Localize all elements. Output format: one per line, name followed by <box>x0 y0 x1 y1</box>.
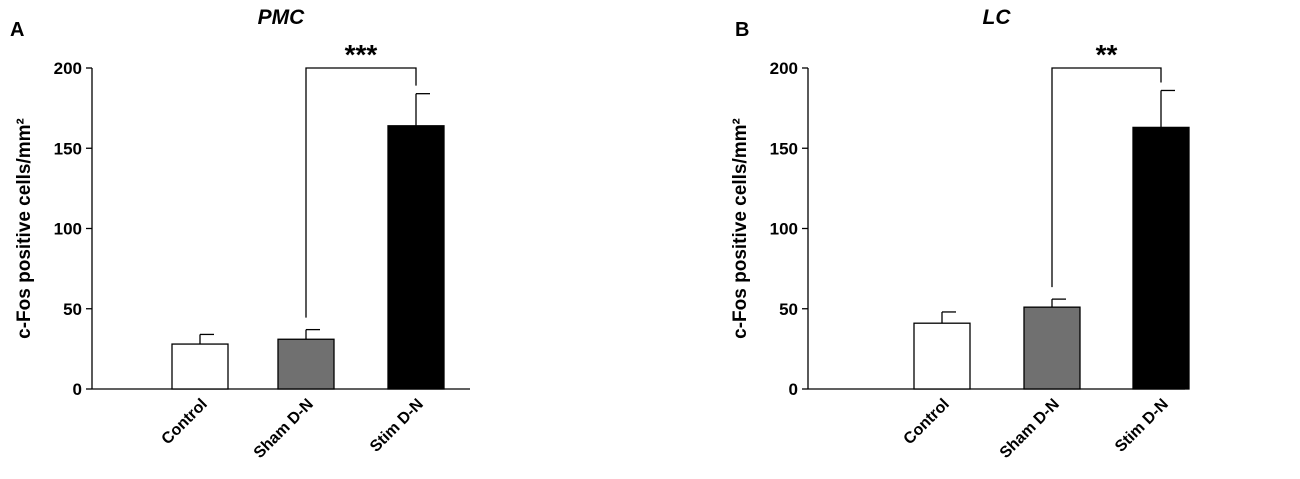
y-tick-label: 200 <box>770 59 798 78</box>
x-tick-label: Sham D-N <box>251 396 317 462</box>
y-tick-label: 0 <box>73 380 82 399</box>
x-tick-label: Stim D-N <box>1112 396 1172 456</box>
x-tick-label: Control <box>901 396 953 448</box>
significance-bracket <box>305 67 417 318</box>
x-tick-label: Sham D-N <box>997 396 1063 462</box>
y-tick-label: 100 <box>770 220 798 239</box>
significance-bracket <box>1051 67 1162 288</box>
chart-title: LC <box>983 6 1012 29</box>
chart-title: PMC <box>258 6 306 29</box>
panel-label: B <box>735 19 749 41</box>
bar <box>1132 126 1190 390</box>
y-tick-label: 50 <box>63 300 82 319</box>
y-axis-label: c-Fos positive cells/mm² <box>730 118 751 339</box>
x-tick-label: Stim D-N <box>367 396 427 456</box>
y-tick-label: 100 <box>54 220 82 239</box>
y-tick-label: 150 <box>770 139 798 158</box>
panel-label: A <box>10 19 24 41</box>
bar <box>1023 306 1081 390</box>
bar <box>171 343 229 390</box>
significance-label: *** <box>345 39 378 70</box>
bar <box>387 125 445 390</box>
panel: A PMC c-Fos positive cells/mm² 0 50 100 150 200… <box>10 6 470 462</box>
y-tick-label: 200 <box>54 59 82 78</box>
bar <box>277 338 335 390</box>
bar <box>913 322 971 390</box>
y-axis-label: c-Fos positive cells/mm² <box>14 118 35 339</box>
panel: B LC c-Fos positive cells/mm² 0 50 100 150 200 C… <box>730 6 1190 462</box>
significance-label: ** <box>1096 39 1118 70</box>
y-tick-label: 150 <box>54 139 82 158</box>
y-tick-label: 0 <box>789 380 798 399</box>
y-tick-label: 50 <box>779 300 798 319</box>
x-tick-label: Control <box>159 396 211 448</box>
